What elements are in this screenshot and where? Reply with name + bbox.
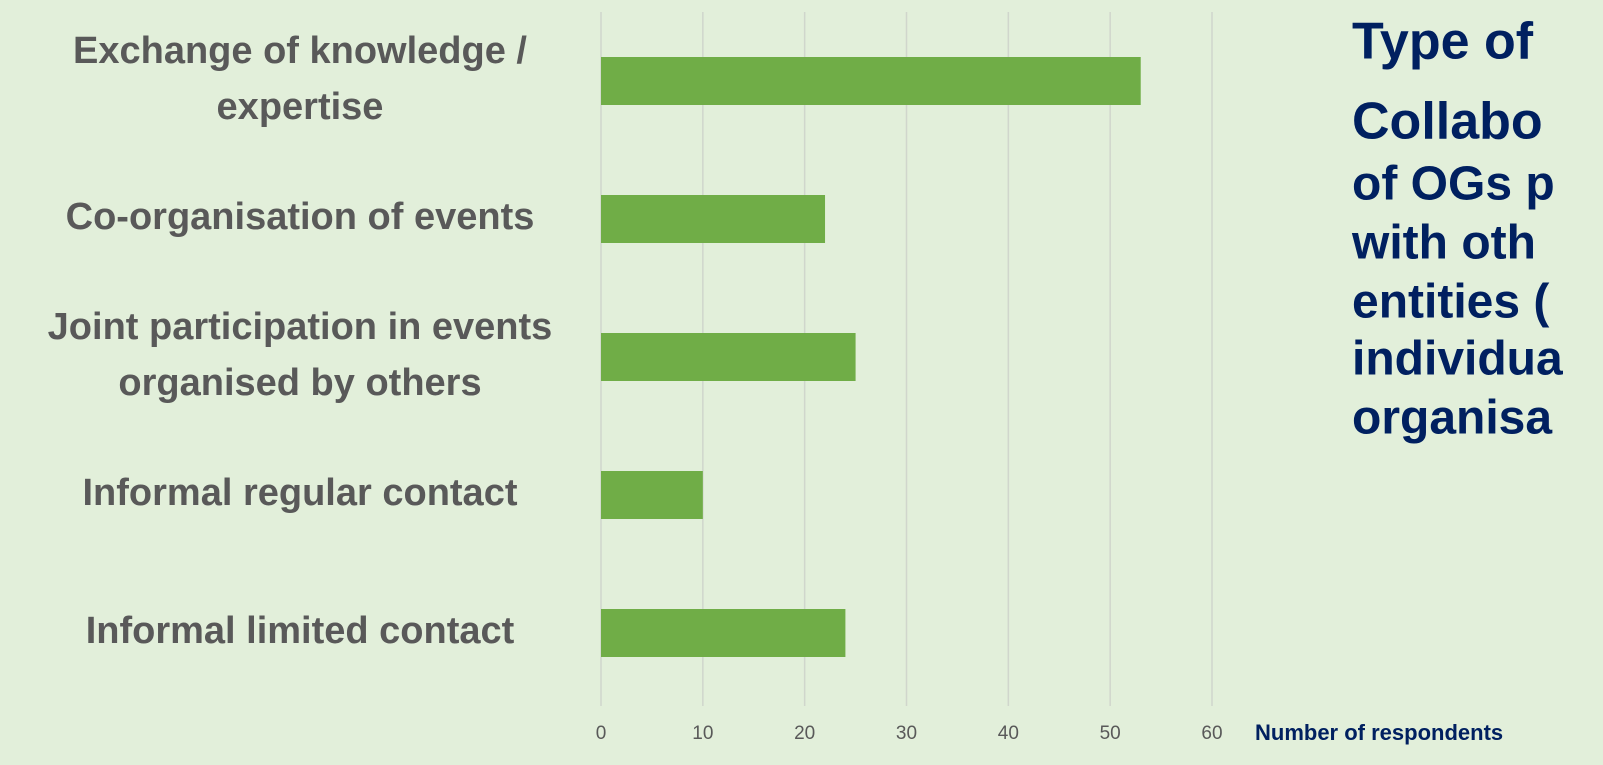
bar [601, 195, 826, 243]
y-tick-label: organised by others [118, 362, 481, 404]
bar [601, 57, 1141, 105]
y-tick-label: Co-organisation of events [66, 196, 535, 238]
x-tick-label: 0 [596, 723, 607, 744]
chart-title: entities ( [1352, 276, 1549, 329]
chart-title: organisa [1352, 392, 1552, 445]
x-tick-label: 10 [692, 723, 713, 744]
chart-title: Collabo [1352, 93, 1543, 151]
x-tick-label: 40 [998, 723, 1019, 744]
y-tick-label: Informal regular contact [83, 472, 518, 514]
bar [601, 471, 703, 519]
x-axis-label: Number of respondents [1255, 720, 1503, 745]
x-tick-label: 60 [1201, 723, 1222, 744]
bar [601, 609, 846, 657]
y-tick-label: Joint participation in events [48, 306, 553, 348]
x-tick-label: 50 [1100, 723, 1121, 744]
y-tick-label: Exchange of knowledge / [73, 30, 527, 72]
chart-title: of OGs p [1352, 158, 1555, 211]
x-tick-label: 20 [794, 723, 815, 744]
chart-title: individua [1352, 333, 1563, 386]
y-tick-label: Informal limited contact [86, 610, 515, 652]
y-tick-label: expertise [217, 86, 384, 128]
x-tick-label: 30 [896, 723, 917, 744]
chart-title: with oth [1351, 217, 1536, 270]
chart-title: Type of [1352, 13, 1534, 71]
bar [601, 333, 856, 381]
